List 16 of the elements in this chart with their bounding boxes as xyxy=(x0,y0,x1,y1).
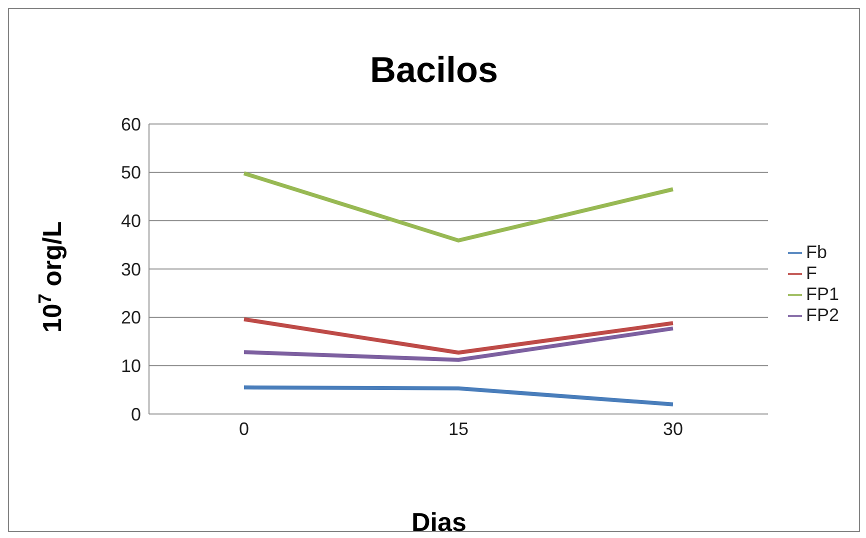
chart-title: Bacilos xyxy=(368,49,500,91)
x-tick-label: 0 xyxy=(238,418,250,439)
y-tick-label: 0 xyxy=(130,404,141,424)
y-tick-label: 30 xyxy=(120,259,141,280)
legend-label: FP2 xyxy=(806,305,839,325)
x-tick-label: 30 xyxy=(662,418,683,439)
y-tick-label: 40 xyxy=(120,211,141,232)
x-axis-title: Dias xyxy=(410,507,468,538)
y-tick-label: 10 xyxy=(120,356,141,376)
y-tick-label: 20 xyxy=(120,308,141,328)
legend-label: F xyxy=(806,263,817,283)
y-tick-label: 50 xyxy=(120,162,141,183)
legend-label: Fb xyxy=(806,242,827,262)
x-tick-label: 15 xyxy=(448,418,469,439)
legend-label: FP1 xyxy=(806,284,839,304)
y-tick-label: 60 xyxy=(120,114,141,134)
